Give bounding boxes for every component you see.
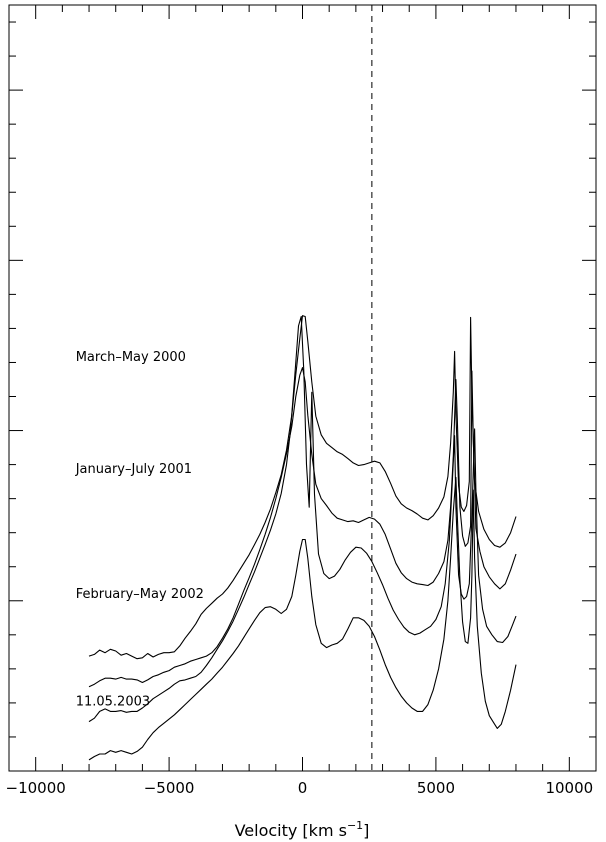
plot-frame: [8, 4, 597, 772]
x-tick-label: 5000: [417, 779, 455, 797]
series-line-1: [88, 315, 517, 660]
series-label-1: March–May 2000: [76, 350, 186, 365]
series-group: [88, 315, 517, 761]
x-axis-title-exponent: −1: [347, 819, 363, 832]
series-label-4: 11.05.2003: [76, 694, 150, 709]
labels-group: −10000 −5000 0 5000 10000 March–May 2000 Janua…: [6, 350, 594, 797]
series-label-3: February–May 2002: [76, 587, 204, 602]
ticks-group: [8, 5, 597, 772]
x-tick-label: 10000: [545, 779, 593, 797]
series-label-2: January–July 2001: [75, 462, 192, 477]
series-line-3: [88, 315, 517, 723]
x-axis-title-main: Velocity [km s: [235, 821, 347, 840]
x-axis-title: Velocity [km s−1]: [235, 819, 370, 840]
x-tick-label: −5000: [144, 779, 195, 797]
x-axis-title-close: ]: [363, 821, 369, 840]
x-tick-label: 0: [298, 779, 308, 797]
series-line-2: [88, 367, 517, 688]
series-line-4: [88, 476, 517, 761]
x-tick-label: −10000: [6, 779, 66, 797]
plot-border: [8, 4, 597, 772]
